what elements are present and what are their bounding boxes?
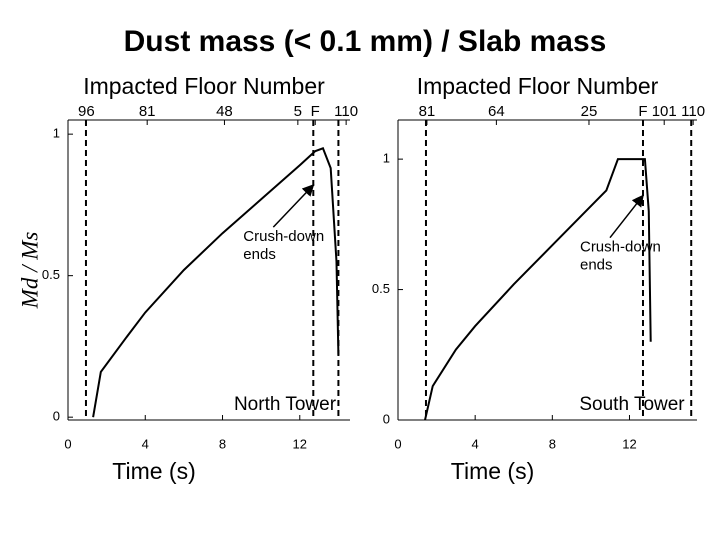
top-tick-label: 81 (419, 103, 436, 120)
y-axis-label: Md / Ms (17, 232, 42, 310)
annotation-text: ends (243, 246, 276, 263)
top-tick-label: 110 (681, 103, 705, 120)
top-tick-label: F (311, 103, 320, 120)
x-tick-label: 12 (622, 436, 636, 451)
annotation-text: Crush-down (580, 239, 661, 256)
annotation-text: ends (580, 257, 613, 274)
top-axis-label: Impacted Floor Number (83, 73, 325, 99)
data-line (92, 147, 340, 418)
top-tick-label: 96 (78, 103, 95, 120)
top-tick-label: 81 (139, 103, 156, 120)
x-tick-label: 4 (142, 436, 149, 451)
y-tick-label: 0 (53, 409, 60, 424)
y-tick-label: 0 (383, 411, 390, 426)
data-line (424, 158, 652, 421)
x-tick-label: 0 (394, 436, 401, 451)
top-tick-label: 64 (488, 103, 505, 120)
x-tick-label: 8 (549, 436, 556, 451)
y-tick-label: 0.5 (42, 267, 60, 282)
annotation-text: Crush-down (243, 228, 324, 245)
top-tick-label: 25 (581, 103, 598, 120)
panel-label: South Tower (579, 394, 685, 415)
y-tick-label: 0.5 (372, 281, 390, 296)
top-tick-label: 101 (652, 103, 677, 120)
x-tick-label: 0 (64, 436, 71, 451)
y-tick-label: 1 (53, 126, 60, 141)
x-axis-label: Time (s) (451, 458, 534, 484)
annotation-arrow (609, 194, 644, 239)
top-axis-label: Impacted Floor Number (417, 73, 659, 99)
title: Dust mass (< 0.1 mm) / Slab mass (124, 25, 607, 58)
x-tick-label: 4 (472, 436, 479, 451)
panel-label: North Tower (234, 394, 337, 415)
top-tick-label: F (638, 103, 647, 120)
x-tick-label: 8 (219, 436, 226, 451)
top-tick-label: 48 (216, 103, 233, 120)
top-tick-label: 5 (294, 103, 302, 120)
x-axis-label: Time (s) (112, 458, 195, 484)
x-tick-label: 12 (293, 436, 307, 451)
annotation-arrow (272, 184, 315, 228)
y-tick-label: 1 (383, 151, 390, 166)
top-tick-label: 110 (334, 103, 358, 120)
